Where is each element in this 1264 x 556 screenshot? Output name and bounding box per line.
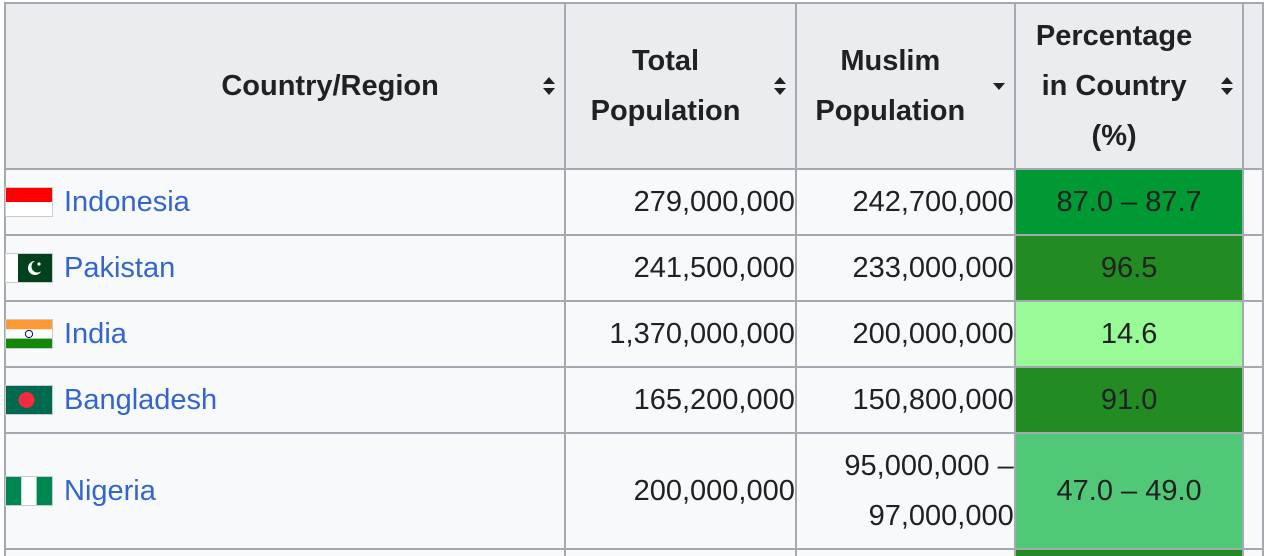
percentage-cell — [1013, 548, 1245, 556]
percentage-cell: 14.6 — [1013, 300, 1245, 368]
muslim-population-cell: 200,000,000 — [794, 300, 1016, 368]
total-population-cell: 279,000,000 — [564, 168, 797, 236]
total-population-cell — [564, 548, 797, 556]
muslim-population-cell: 95,000,000 – 97,000,000 — [794, 432, 1016, 550]
percentage-cell: 96.5 — [1013, 234, 1245, 302]
column-header-total-population[interactable]: Total Population — [564, 2, 797, 170]
header-muslim-line2: Population — [815, 95, 966, 127]
total-population-cell: 241,500,000 — [564, 234, 797, 302]
country-cell — [3, 548, 567, 556]
header-total-line2: Population — [590, 95, 741, 127]
total-population-cell: 165,200,000 — [564, 366, 797, 434]
percentage-cell: 91.0 — [1013, 366, 1245, 434]
header-pct-line3: (%) — [1091, 120, 1137, 152]
muslim-population-table: Country/Region Total Population Musli — [3, 2, 1264, 556]
table-row: India 1,370,000,000 200,000,000 14.6 — [3, 300, 1264, 368]
muslim-population-cell — [794, 548, 1016, 556]
header-muslim-line1: Muslim — [840, 45, 941, 77]
country-cell: Pakistan — [3, 234, 567, 302]
country-link-indonesia[interactable]: Indonesia — [64, 185, 190, 218]
empty-cell — [1242, 300, 1264, 368]
india-flag-icon — [6, 320, 52, 348]
country-link-pakistan[interactable]: Pakistan — [64, 251, 176, 284]
country-link-india[interactable]: India — [64, 317, 127, 350]
nigeria-flag-icon — [6, 477, 52, 505]
percentage-cell: 87.0 – 87.7 — [1013, 168, 1245, 236]
muslim-population-cell: 242,700,000 — [794, 168, 1016, 236]
indonesia-flag-icon — [6, 188, 52, 216]
header-row: Country/Region Total Population Musli — [3, 2, 1264, 170]
column-header-extra — [1242, 2, 1264, 170]
empty-cell — [1242, 366, 1264, 434]
muslim-population-cell: 150,800,000 — [794, 366, 1016, 434]
table-row: Indonesia 279,000,000 242,700,000 87.0 –… — [3, 168, 1264, 236]
sort-descending-icon[interactable] — [984, 75, 1014, 97]
column-header-country-label: Country/Region — [221, 70, 439, 102]
sort-both-icon[interactable] — [765, 75, 795, 97]
sort-both-icon[interactable] — [534, 75, 564, 97]
empty-cell — [1242, 432, 1264, 550]
country-cell: India — [3, 300, 567, 368]
country-cell: Nigeria — [3, 432, 567, 550]
empty-cell — [1242, 234, 1264, 302]
country-link-nigeria[interactable]: Nigeria — [64, 474, 156, 507]
table-row: Pakistan 241,500,000 233,000,000 96.5 — [3, 234, 1264, 302]
pakistan-flag-icon — [6, 254, 52, 282]
table-row: Bangladesh 165,200,000 150,800,000 91.0 — [3, 366, 1264, 434]
muslim-population-line2: 97,000,000 — [868, 500, 1014, 532]
percentage-cell: 47.0 – 49.0 — [1013, 432, 1245, 550]
sort-both-icon[interactable] — [1212, 75, 1242, 97]
empty-cell — [1242, 168, 1264, 236]
header-total-line1: Total — [631, 45, 700, 77]
table-row — [3, 548, 1264, 556]
column-header-percentage[interactable]: Percentage in Country (%) — [1013, 2, 1245, 170]
total-population-cell: 1,370,000,000 — [564, 300, 797, 368]
column-header-country[interactable]: Country/Region — [3, 2, 567, 170]
muslim-population-line1: 95,000,000 – — [844, 450, 1014, 482]
bangladesh-flag-icon — [6, 386, 52, 414]
table-row: Nigeria 200,000,000 95,000,000 – 97,000,… — [3, 432, 1264, 550]
total-population-cell: 200,000,000 — [564, 432, 797, 550]
country-cell: Bangladesh — [3, 366, 567, 434]
header-pct-line2: in Country — [1041, 70, 1187, 102]
empty-cell — [1242, 548, 1264, 556]
column-header-muslim-population[interactable]: Muslim Population — [794, 2, 1016, 170]
country-cell: Indonesia — [3, 168, 567, 236]
muslim-population-cell: 233,000,000 — [794, 234, 1016, 302]
header-pct-line1: Percentage — [1035, 20, 1193, 52]
country-link-bangladesh[interactable]: Bangladesh — [64, 383, 218, 416]
